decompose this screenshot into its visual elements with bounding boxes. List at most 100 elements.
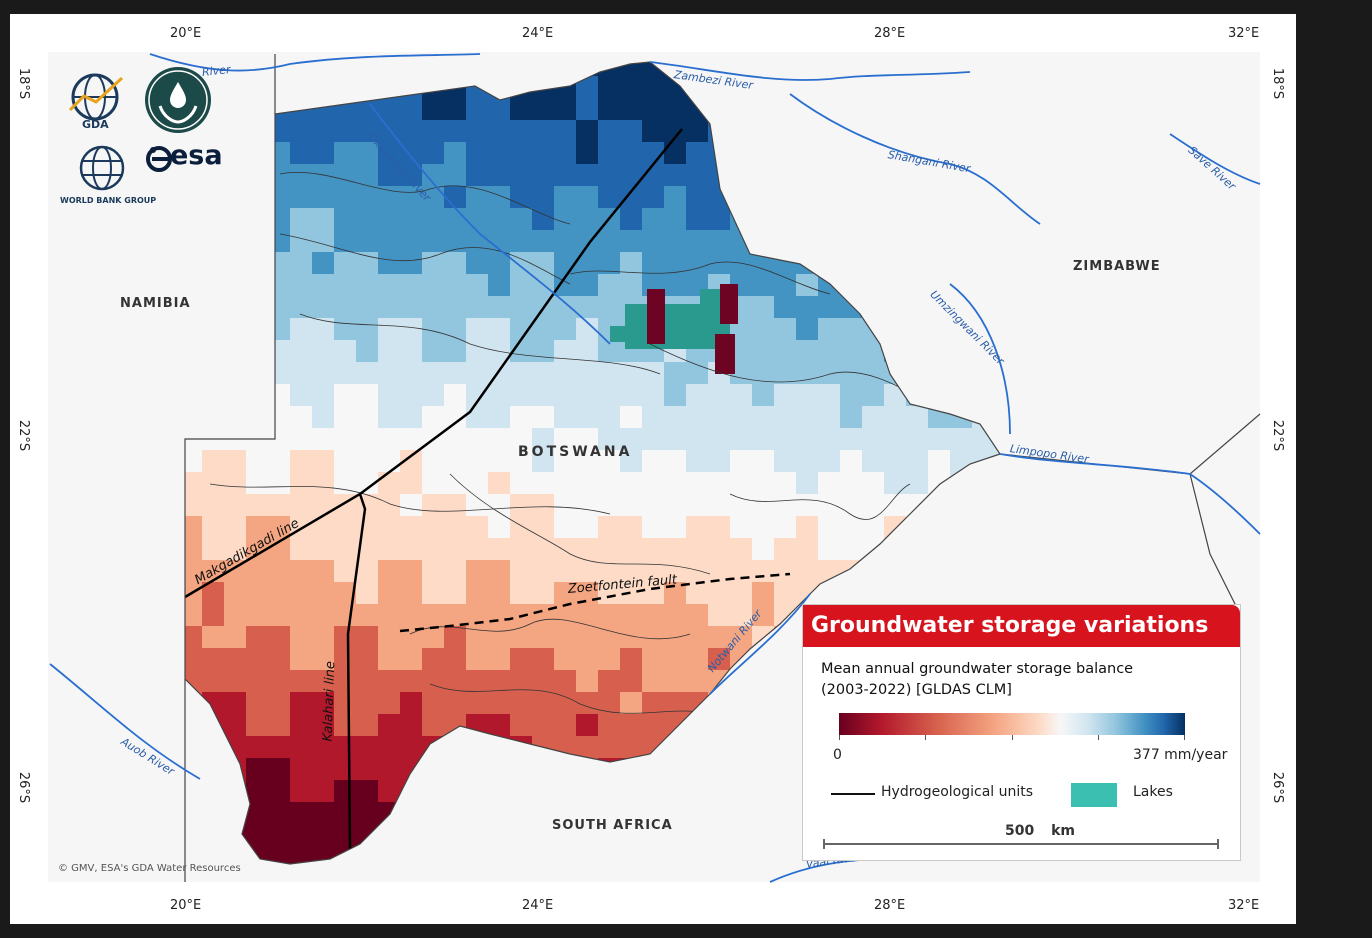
heatmap-cell [185, 648, 202, 670]
heatmap-cell [312, 120, 334, 142]
heatmap-cell [510, 670, 532, 692]
heatmap-cell [185, 450, 202, 472]
heatmap-cell [686, 472, 708, 494]
heatmap-cell [686, 120, 708, 142]
heatmap-cell [532, 340, 554, 362]
heatmap-cell [356, 692, 378, 714]
heatmap-cell [312, 560, 334, 582]
heatmap-cell [862, 362, 884, 384]
heatmap-cell [400, 406, 422, 428]
heatmap-cell [290, 450, 312, 472]
esa-logo: esa [144, 140, 234, 176]
heatmap-cell [488, 142, 510, 164]
heatmap-cell [488, 318, 510, 340]
heatmap-cell [356, 428, 378, 450]
heatmap-cell [862, 494, 884, 516]
heatmap-cell [642, 98, 664, 120]
heatmap-cell [444, 384, 466, 406]
heatmap-cell [642, 450, 664, 472]
heatmap-cell [202, 450, 224, 472]
heatmap-cell [334, 802, 356, 824]
heatmap-cell [312, 362, 334, 384]
heatmap-cell [422, 538, 444, 560]
unit-line [729, 483, 911, 520]
heatmap-cell [642, 406, 664, 428]
heatmap-cell [928, 450, 950, 472]
heatmap-cell [554, 670, 576, 692]
heatmap-cell [576, 384, 598, 406]
heatmap-cell [576, 142, 598, 164]
heatmap-cell [752, 318, 774, 340]
heatmap-cell [268, 516, 290, 538]
heatmap-cell [268, 648, 290, 670]
heatmap-cell [620, 142, 642, 164]
heatmap-cell [686, 406, 708, 428]
heatmap-cell [268, 736, 290, 758]
heatmap-cell [444, 120, 466, 142]
heatmap-cell [620, 604, 642, 626]
heatmap-cell [400, 472, 422, 494]
heatmap-cell [620, 538, 642, 560]
heatmap-cell [576, 648, 598, 670]
heatmap-cell [246, 626, 268, 648]
heatmap-cell [312, 604, 334, 626]
heatmap-cell [246, 758, 268, 780]
heatmap-cell [884, 472, 906, 494]
heatmap-cell [488, 208, 510, 230]
heatmap-cell [356, 318, 378, 340]
country-label-south-africa: SOUTH AFRICA [552, 818, 673, 833]
heatmap-cell [708, 252, 730, 274]
unit-line [209, 483, 611, 515]
heatmap-cell [642, 362, 664, 384]
heatmap-cell [334, 186, 356, 208]
heatmap-cell [290, 626, 312, 648]
heatmap-cell [312, 384, 334, 406]
heatmap-cell [378, 736, 400, 758]
heatmap-cell [400, 428, 422, 450]
heatmap-cell [664, 406, 686, 428]
heatmap-cell [488, 406, 510, 428]
heatmap-cell [686, 648, 708, 670]
heatmap-cell [642, 494, 664, 516]
heatmap-cell [246, 670, 268, 692]
heatmap-cell [598, 274, 620, 296]
heatmap-cell [620, 450, 642, 472]
heatmap-cell [466, 692, 488, 714]
heatmap-cell [356, 406, 378, 428]
heatmap-cell [422, 494, 444, 516]
heatmap-cell [444, 692, 466, 714]
heatmap-cell [554, 604, 576, 626]
heatmap-cell [752, 516, 774, 538]
heatmap-cell [664, 384, 686, 406]
unit-line [429, 683, 711, 715]
heatmap-cell [664, 494, 686, 516]
label-kalahari-line: Kalahari line [320, 660, 339, 742]
auob-river [49, 663, 201, 780]
heatmap-cell [400, 384, 422, 406]
heatmap-cell [290, 494, 312, 516]
heatmap-cell [400, 494, 422, 516]
heatmap-cell [400, 142, 422, 164]
heatmap-cell [378, 582, 400, 604]
limpopo-river [999, 453, 1261, 535]
scale-bar-label: 500 km [1005, 823, 1075, 839]
heatmap-cell [356, 274, 378, 296]
coord-top-20e: 20°E [170, 26, 202, 41]
heatmap-cell [686, 208, 708, 230]
heatmap-cell [378, 692, 400, 714]
heatmap-cell [290, 406, 312, 428]
heatmap-cell [400, 714, 422, 736]
heatmap-cell [532, 604, 554, 626]
water-hands-logo [144, 66, 212, 134]
heatmap-cell [268, 472, 290, 494]
heatmap-cell [774, 516, 796, 538]
heatmap-cell [642, 560, 664, 582]
heatmap-cell [422, 142, 444, 164]
heatmap-cell [642, 230, 664, 252]
heatmap-cell [466, 362, 488, 384]
heatmap-cell [444, 428, 466, 450]
heatmap-cell [686, 516, 708, 538]
heatmap-cell [290, 472, 312, 494]
heatmap-cell [290, 648, 312, 670]
heatmap-cell [334, 120, 356, 142]
